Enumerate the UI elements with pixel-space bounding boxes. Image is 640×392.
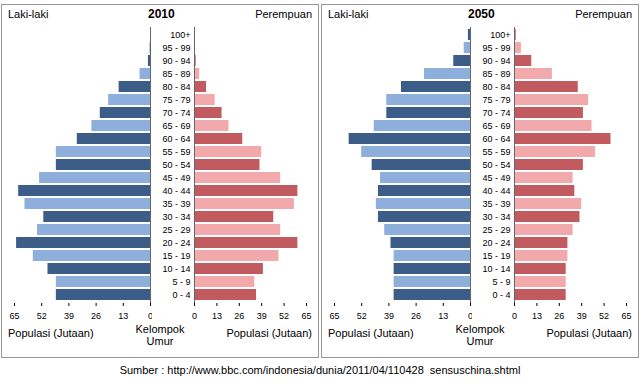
svg-text:35 - 39: 35 - 39 bbox=[482, 199, 510, 209]
svg-text:65: 65 bbox=[301, 311, 311, 321]
svg-text:65 - 69: 65 - 69 bbox=[162, 121, 190, 131]
svg-text:35 - 39: 35 - 39 bbox=[162, 199, 190, 209]
svg-text:0 - 4: 0 - 4 bbox=[492, 290, 510, 300]
svg-text:25 - 29: 25 - 29 bbox=[162, 225, 190, 235]
svg-text:65: 65 bbox=[329, 311, 339, 321]
svg-text:13: 13 bbox=[212, 311, 222, 321]
svg-text:75 - 79: 75 - 79 bbox=[162, 95, 190, 105]
html-text:Kelompok Umur: Kelompok Umur bbox=[135, 323, 185, 347]
svg-text:20 - 24: 20 - 24 bbox=[162, 238, 190, 248]
svg-text:45 - 49: 45 - 49 bbox=[482, 173, 510, 183]
svg-text:52: 52 bbox=[599, 311, 609, 321]
svg-text:15 - 19: 15 - 19 bbox=[162, 251, 190, 261]
svg-text:20 - 24: 20 - 24 bbox=[482, 238, 510, 248]
html-text:Laki-laki: Laki-laki bbox=[328, 8, 369, 20]
svg-text:26: 26 bbox=[234, 311, 244, 321]
svg-text:39: 39 bbox=[577, 311, 587, 321]
svg-text:26: 26 bbox=[91, 311, 101, 321]
html-text:Populasi (Jutaan): Populasi (Jutaan) bbox=[226, 327, 312, 339]
html-text:Populasi (Jutaan): Populasi (Jutaan) bbox=[546, 327, 632, 339]
svg-text:50 - 54: 50 - 54 bbox=[482, 160, 510, 170]
svg-text:39: 39 bbox=[64, 311, 74, 321]
svg-text:60 - 64: 60 - 64 bbox=[162, 134, 190, 144]
svg-text:95 - 99: 95 - 99 bbox=[482, 43, 510, 53]
svg-text:13: 13 bbox=[532, 311, 542, 321]
svg-text:90 - 94: 90 - 94 bbox=[162, 56, 190, 66]
svg-text:26: 26 bbox=[411, 311, 421, 321]
svg-text:39: 39 bbox=[257, 311, 267, 321]
svg-text:65: 65 bbox=[621, 311, 631, 321]
html-text:Populasi (Jutaan): Populasi (Jutaan) bbox=[328, 327, 414, 339]
svg-text:80 - 84: 80 - 84 bbox=[162, 82, 190, 92]
svg-text:65 - 69: 65 - 69 bbox=[482, 121, 510, 131]
html-text:Perempuan: Perempuan bbox=[575, 8, 632, 20]
svg-text:13: 13 bbox=[438, 311, 448, 321]
svg-text:10 - 14: 10 - 14 bbox=[482, 264, 510, 274]
svg-text:100+: 100+ bbox=[170, 30, 190, 40]
svg-text:50 - 54: 50 - 54 bbox=[162, 160, 190, 170]
svg-text:65: 65 bbox=[9, 311, 19, 321]
svg-text:52: 52 bbox=[279, 311, 289, 321]
svg-text:39: 39 bbox=[384, 311, 394, 321]
svg-text:15 - 19: 15 - 19 bbox=[482, 251, 510, 261]
svg-text:70 - 74: 70 - 74 bbox=[162, 108, 190, 118]
svg-text:60 - 64: 60 - 64 bbox=[482, 134, 510, 144]
html-text:Laki-laki: Laki-laki bbox=[8, 8, 49, 20]
html-text:Populasi (Jutaan): Populasi (Jutaan) bbox=[8, 327, 94, 339]
svg-text:85 - 89: 85 - 89 bbox=[162, 69, 190, 79]
svg-text:0 - 4: 0 - 4 bbox=[172, 290, 190, 300]
svg-text:75 - 79: 75 - 79 bbox=[482, 95, 510, 105]
svg-text:0: 0 bbox=[192, 311, 197, 321]
svg-text:80 - 84: 80 - 84 bbox=[482, 82, 510, 92]
svg-text:30 - 34: 30 - 34 bbox=[482, 212, 510, 222]
svg-text:13: 13 bbox=[118, 311, 128, 321]
html-text:Kelompok Umur: Kelompok Umur bbox=[455, 323, 505, 347]
svg-text:0: 0 bbox=[512, 311, 517, 321]
svg-text:25 - 29: 25 - 29 bbox=[482, 225, 510, 235]
svg-text:70 - 74: 70 - 74 bbox=[482, 108, 510, 118]
svg-text:52: 52 bbox=[357, 311, 367, 321]
svg-text:5 - 9: 5 - 9 bbox=[492, 277, 510, 287]
svg-text:100+: 100+ bbox=[490, 30, 510, 40]
svg-text:30 - 34: 30 - 34 bbox=[162, 212, 190, 222]
svg-text:26: 26 bbox=[554, 311, 564, 321]
svg-text:40 - 44: 40 - 44 bbox=[162, 186, 190, 196]
svg-text:95 - 99: 95 - 99 bbox=[162, 43, 190, 53]
html-text:Sumber : http://www.bbc.com/in: Sumber : http://www.bbc.com/indonesia/du… bbox=[119, 364, 521, 376]
svg-text:85 - 89: 85 - 89 bbox=[482, 69, 510, 79]
svg-text:5 - 9: 5 - 9 bbox=[172, 277, 190, 287]
svg-text:10 - 14: 10 - 14 bbox=[162, 264, 190, 274]
svg-text:52: 52 bbox=[37, 311, 47, 321]
svg-text:90 - 94: 90 - 94 bbox=[482, 56, 510, 66]
svg-text:40 - 44: 40 - 44 bbox=[482, 186, 510, 196]
svg-text:55 - 59: 55 - 59 bbox=[482, 147, 510, 157]
svg-text:45 - 49: 45 - 49 bbox=[162, 173, 190, 183]
html-text:2050: 2050 bbox=[468, 7, 495, 21]
html-text:2010: 2010 bbox=[148, 7, 175, 21]
html-text:Perempuan: Perempuan bbox=[255, 8, 312, 20]
svg-text:55 - 59: 55 - 59 bbox=[162, 147, 190, 157]
